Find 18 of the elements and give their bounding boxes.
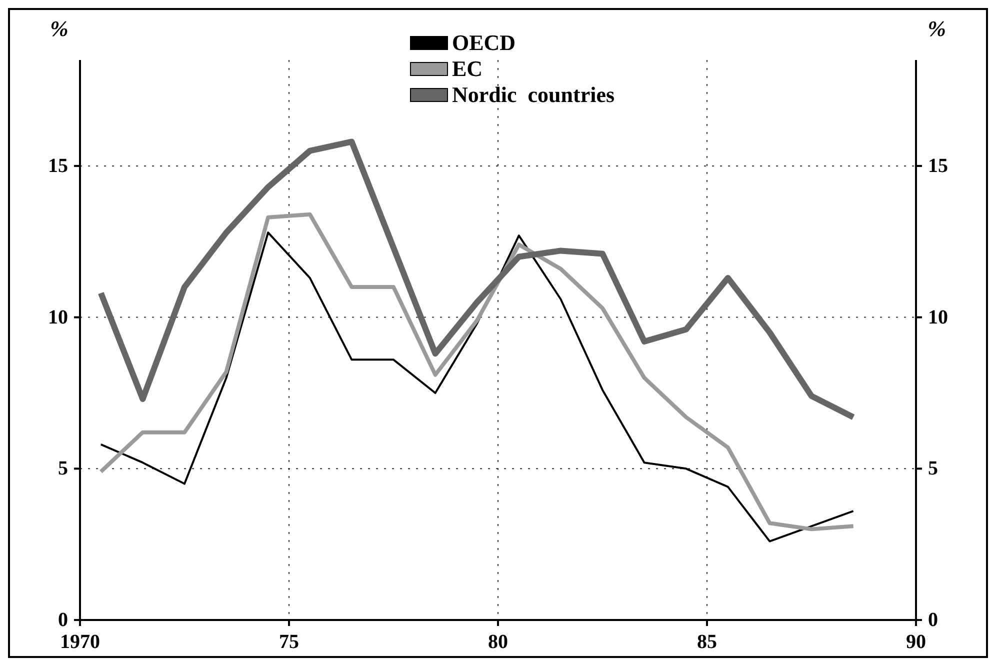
x-tick-label: 75 bbox=[279, 631, 299, 653]
x-tick-label: 1970 bbox=[60, 631, 100, 653]
legend-label: OECD bbox=[452, 30, 516, 56]
y-axis-title: % bbox=[50, 16, 68, 42]
y2-tick-label: 15 bbox=[928, 154, 948, 177]
x-tick-label: 85 bbox=[697, 631, 717, 653]
y-tick-label: 15 bbox=[48, 154, 68, 177]
y-tick-label: 10 bbox=[48, 306, 68, 328]
legend-label: Nordic countries bbox=[452, 82, 615, 108]
y2-axis-title: % bbox=[928, 16, 946, 42]
y-tick-label: 5 bbox=[58, 458, 68, 480]
y2-tick-label: 0 bbox=[928, 609, 938, 631]
y-tick-label: 0 bbox=[58, 609, 68, 631]
y2-tick-label: 10 bbox=[928, 306, 948, 328]
x-tick-label: 90 bbox=[906, 631, 926, 653]
legend-label: EC bbox=[452, 56, 483, 82]
x-tick-label: 80 bbox=[488, 631, 508, 653]
y2-tick-label: 5 bbox=[928, 458, 938, 480]
